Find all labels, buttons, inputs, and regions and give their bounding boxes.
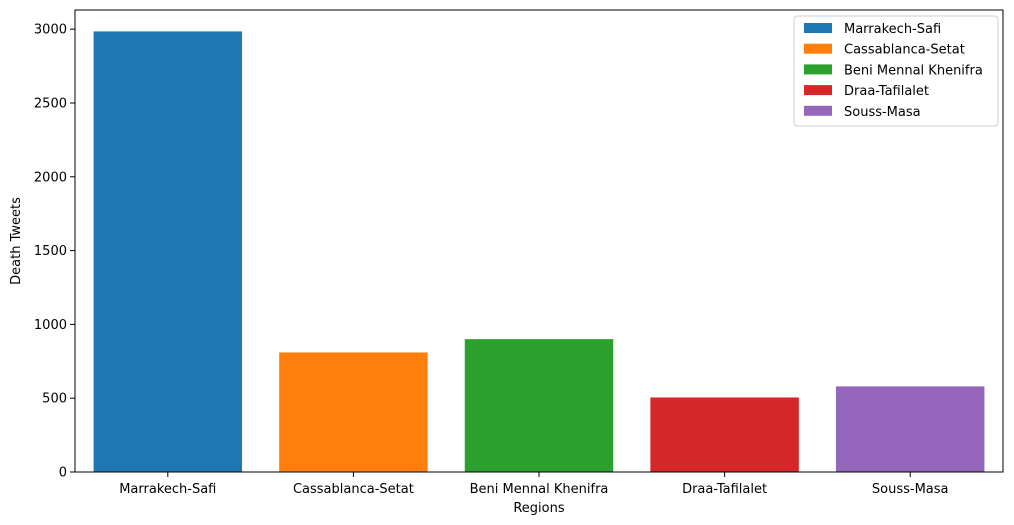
x-axis-label: Regions	[513, 501, 565, 516]
plot-frame	[74, 9, 1004, 473]
legend-box	[793, 15, 999, 127]
bar-beni-mennal-khenifra	[464, 339, 614, 472]
legend-swatch	[804, 43, 832, 54]
legend-entry-label: Marrakech-Safi	[844, 22, 941, 37]
y-tick-label: 2000	[34, 170, 67, 185]
legend-swatch	[804, 85, 832, 96]
legend-swatch	[804, 23, 832, 33]
legend-swatch	[804, 105, 832, 116]
y-tick-label: 500	[42, 392, 67, 407]
y-tick-label: 1500	[34, 244, 67, 259]
x-axis: Marrakech-Safi Cassablanca-Setat Beni Menn…	[119, 472, 949, 497]
x-tick-label: Souss-Masa	[872, 482, 949, 497]
bar-draa-tafilalet	[650, 397, 799, 472]
y-tick-label: 1000	[34, 318, 67, 333]
legend-entry-label: Beni Mennal Khenifra	[844, 63, 983, 78]
legend-entry-label: Cassablanca-Setat	[844, 43, 965, 58]
y-axis: 0 500 1000 1500 2000 2500 3000	[34, 23, 75, 481]
bars-group	[93, 31, 985, 472]
x-tick-label: Cassablanca-Setat	[293, 482, 414, 497]
bar-marrakech-safi	[93, 31, 243, 472]
legend-entry-label: Souss-Masa	[844, 105, 921, 120]
x-tick-label: Marrakech-Safi	[119, 482, 216, 497]
bar-souss-masa	[835, 386, 985, 472]
y-axis-label: Death Tweets	[9, 197, 24, 285]
legend: Marrakech-Safi Cassablanca-Setat Beni Menn…	[793, 15, 999, 127]
y-tick-label: 0	[59, 466, 67, 481]
x-tick-label: Draa-Tafilalet	[682, 482, 767, 497]
legend-entry-label: Draa-Tafilalet	[844, 84, 929, 99]
legend-swatch	[804, 64, 832, 75]
x-tick-label: Beni Mennal Khenifra	[470, 482, 609, 497]
y-tick-label: 2500	[34, 96, 67, 111]
bar-cassablanca-setat	[279, 352, 428, 472]
y-tick-label: 3000	[34, 23, 67, 38]
